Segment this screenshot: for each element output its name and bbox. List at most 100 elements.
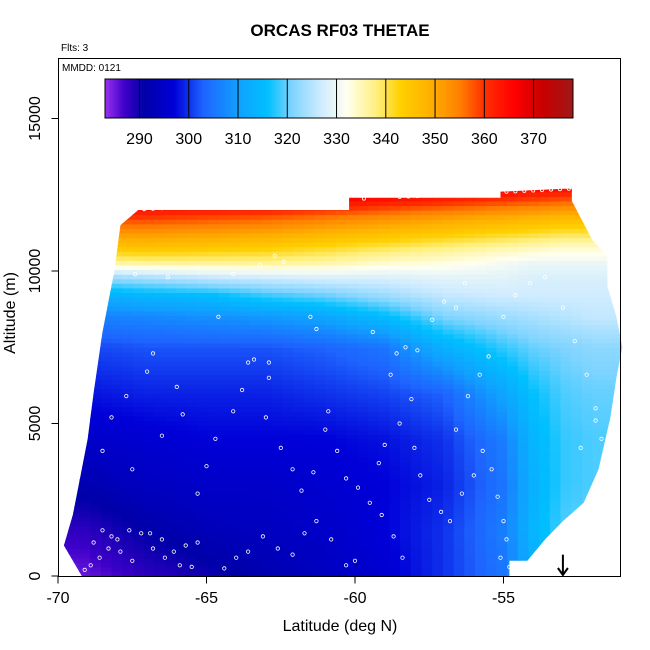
field-cell [410,287,423,293]
field-cell [432,246,444,252]
field-cell [442,383,455,390]
field-cell [186,329,198,335]
field-cell [143,539,155,545]
field-cell [132,246,145,252]
field-cell [549,507,562,513]
field-cell [346,383,358,390]
track-point [314,326,319,332]
field-cell [475,475,487,481]
field-cell [453,484,465,490]
field-cell [464,544,476,550]
field-cell [79,475,91,481]
field-cell [517,470,530,476]
field-cell [464,333,476,339]
field-cell [164,530,177,536]
field-cell [154,329,166,335]
field-cell [336,530,348,536]
field-cell [442,557,455,563]
field-cell [175,516,187,522]
field-cell [132,260,145,266]
field-cell [90,525,102,531]
field-cell [314,283,326,289]
field-cell [186,411,198,417]
field-cell [603,324,615,330]
field-cell [357,516,369,522]
field-cell [410,544,423,550]
field-cell [218,251,230,257]
field-cell [271,274,284,280]
field-cell [186,429,198,435]
field-cell [549,470,562,476]
field-cell [453,351,465,357]
field-cell [143,214,155,220]
field-cell [186,338,198,344]
field-cell [218,411,230,417]
field-cell [143,525,155,531]
field-cell [218,548,230,554]
field-cell [303,260,316,266]
colorbar-segment [107,79,111,118]
field-cell [496,379,508,385]
field-cell [197,237,209,243]
colorbar-segment [469,79,473,118]
field-cell [303,333,316,339]
field-cell [154,411,166,417]
field-cell [432,438,444,444]
field-cell [592,296,604,303]
field-cell [464,479,476,486]
colorbar-segment [205,79,209,118]
field-cell [175,498,187,504]
field-cell [111,489,123,495]
field-cell [464,306,476,312]
field-cell [603,406,615,412]
field-cell [464,260,476,266]
field-cell [549,274,562,280]
field-cell [453,525,465,531]
field-cell [186,255,198,261]
field-cell [293,530,305,536]
field-cell [122,361,134,367]
field-cell [357,571,369,576]
field-cell [314,425,326,431]
field-cell [507,415,519,422]
field-cell [592,324,604,330]
field-cell [464,287,476,293]
field-cell [357,548,369,554]
field-cell [507,223,519,229]
field-cell [378,530,391,536]
field-cell [539,521,551,527]
field-cell [378,329,391,335]
field-cell [325,228,337,234]
field-cell [325,242,337,248]
field-cell [475,493,487,499]
field-cell [560,301,572,307]
field-cell [239,324,252,330]
field-cell [592,283,604,289]
field-cell [442,306,455,312]
field-cell [464,374,476,380]
field-cell [293,425,305,431]
field-cell [389,530,401,536]
field-cell [528,214,540,220]
field-cell [368,356,380,362]
field-cell [378,370,391,376]
track-point [560,305,566,310]
field-cell [218,242,230,248]
field-cell [592,246,604,252]
track-point [352,558,358,563]
field-cell [432,356,444,362]
track-point [453,305,459,310]
field-cell [389,338,401,344]
field-cell [79,457,91,463]
field-cell [143,479,155,486]
field-cell [368,200,380,207]
field-cell [314,479,326,486]
field-cell [271,333,284,339]
field-cell [100,438,113,444]
field-cell [229,287,241,293]
field-cell [164,301,177,307]
field-cell [90,447,102,454]
field-cell [432,411,444,417]
field-cell [186,269,198,275]
field-cell [528,242,540,248]
